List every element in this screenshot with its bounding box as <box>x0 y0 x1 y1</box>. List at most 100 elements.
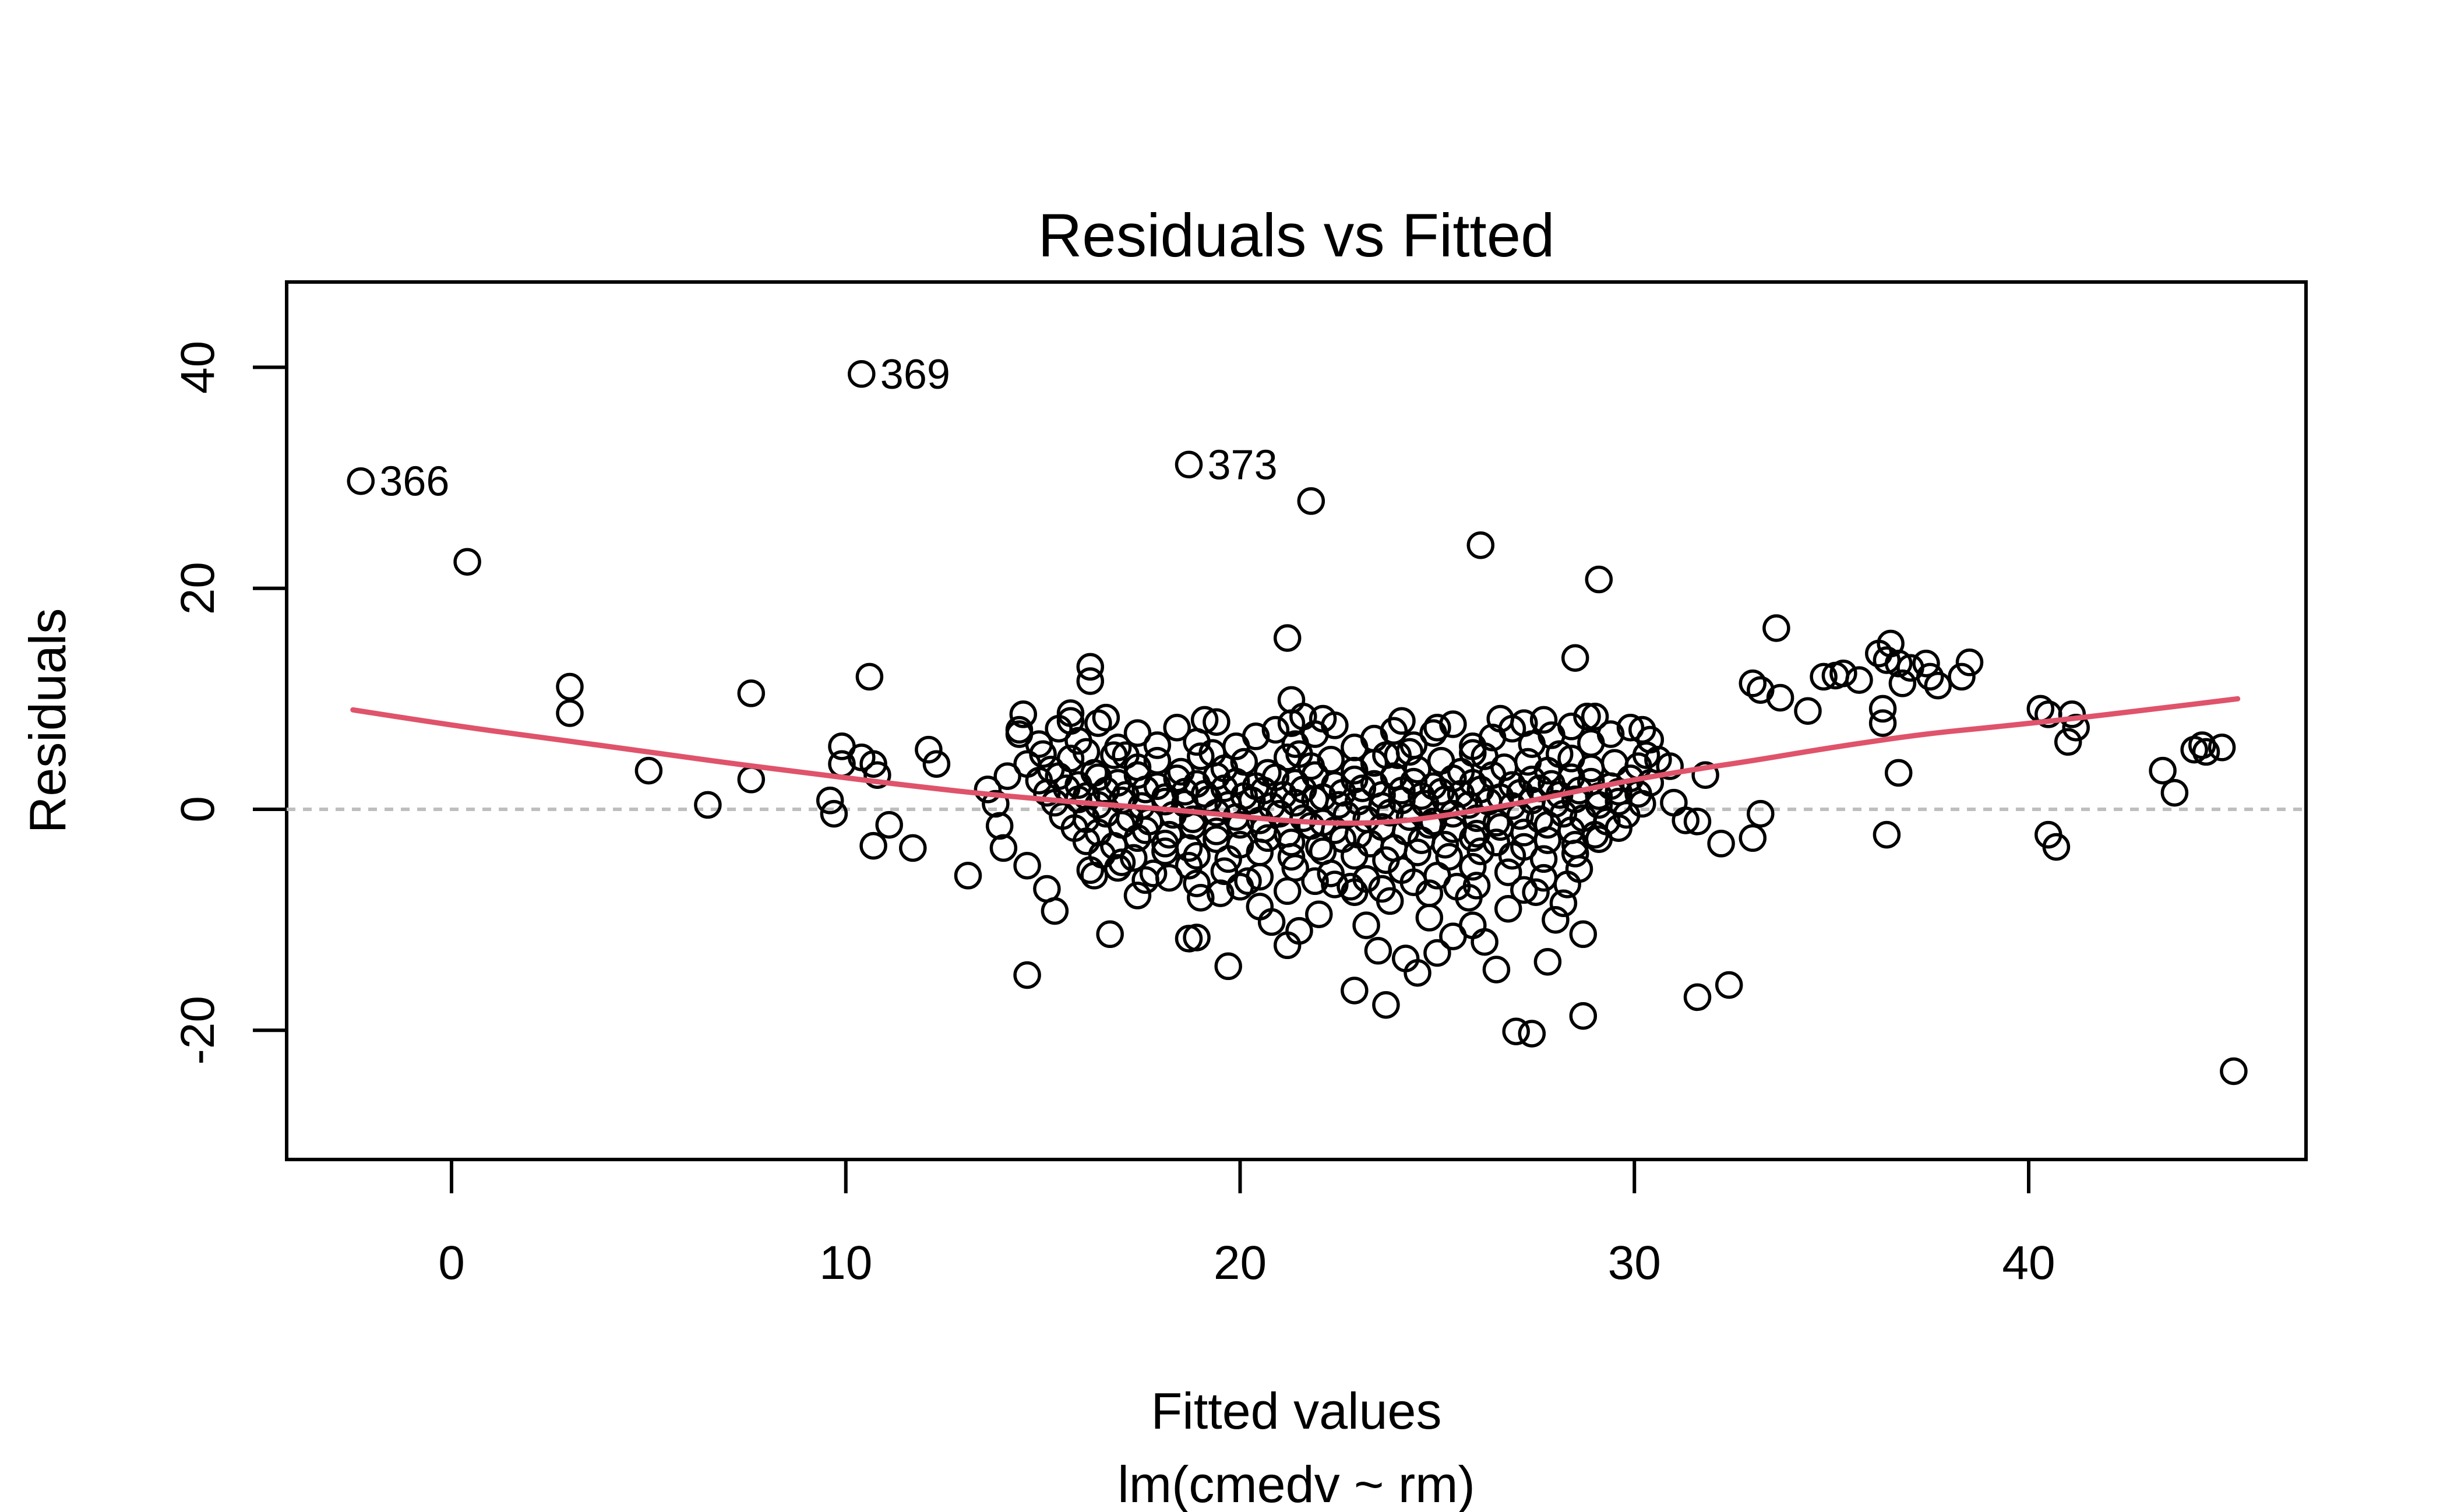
scatter-point <box>2220 1057 2248 1085</box>
scatter-point <box>1569 1002 1598 1030</box>
scatter-point <box>2042 833 2071 861</box>
scatter-point <box>1364 937 1392 965</box>
scatter-point <box>859 831 887 860</box>
scatter-point <box>1561 840 1589 868</box>
scatter-point <box>1486 704 1514 733</box>
scatter-point <box>1632 741 1660 769</box>
scatter-point <box>737 766 766 794</box>
x-tick-label: 10 <box>819 1236 872 1289</box>
scatter-point <box>1533 826 1562 854</box>
scatter-point <box>1616 713 1645 742</box>
scatter-point <box>737 679 766 707</box>
x-axis-ticks: 0 10 20 30 40 <box>438 1159 2055 1289</box>
scatter-points-layer <box>347 360 2248 1085</box>
scatter-point <box>1585 825 1613 853</box>
scatter-point <box>1203 708 1230 736</box>
scatter-point <box>347 467 375 495</box>
scatter-point <box>1175 450 1203 479</box>
scatter-point <box>1187 883 1215 912</box>
scatter-point <box>1009 700 1038 728</box>
scatter-point <box>1337 873 1364 901</box>
scatter-point <box>1466 837 1495 865</box>
scatter-point <box>1715 971 1743 999</box>
scatter-point <box>1466 531 1495 559</box>
scatter-point <box>1573 702 1601 731</box>
scatter-point <box>982 790 1010 818</box>
scatter-point <box>1013 961 1041 989</box>
scatter-point <box>1187 742 1215 770</box>
scatter-point <box>816 787 844 815</box>
scatter-point <box>1766 683 1794 712</box>
scatter-point <box>1494 894 1522 923</box>
scatter-point <box>1549 889 1578 917</box>
x-axis-sublabel: lm(cmedv ~ rm) <box>1117 1455 1475 1512</box>
scatter-point <box>1198 739 1226 767</box>
scatter-point <box>1285 740 1313 768</box>
scatter-point <box>1439 710 1467 738</box>
scatter-point <box>1762 614 1790 642</box>
outlier-point-label: 373 <box>1208 442 1278 488</box>
scatter-point <box>1553 870 1581 898</box>
scatter-point <box>1569 920 1598 949</box>
scatter-point <box>1739 669 1767 697</box>
outlier-point-label: 369 <box>880 351 950 398</box>
x-axis-label: Fitted values <box>1151 1382 1442 1440</box>
scatter-point <box>1226 873 1254 901</box>
scatter-point <box>1585 565 1613 594</box>
y-tick-label: 20 <box>171 562 224 615</box>
scatter-point <box>1459 911 1487 939</box>
scatter-point <box>1399 868 1428 896</box>
scatter-point <box>1502 1017 1530 1045</box>
scatter-point <box>1376 798 1404 827</box>
scatter-point <box>1273 743 1302 771</box>
chart-title: Residuals vs Fitted <box>1038 202 1554 270</box>
scatter-point <box>1341 841 1369 870</box>
y-axis-ticks: -20 0 20 40 <box>171 341 287 1065</box>
scatter-point <box>1151 787 1179 816</box>
scatter-point <box>1301 867 1329 896</box>
scatter-point <box>1739 824 1767 852</box>
scatter-point <box>1522 878 1550 906</box>
scatter-point <box>1810 662 1838 691</box>
scatter-point <box>1388 707 1416 735</box>
scatter-point <box>1163 713 1191 742</box>
scatter-point <box>1471 928 1498 956</box>
scatter-point <box>1183 869 1211 897</box>
scatter-point <box>1206 879 1235 907</box>
scatter-point <box>1581 702 1609 731</box>
scatter-point <box>1092 703 1120 732</box>
scatter-point <box>2188 731 2216 759</box>
scatter-point <box>1084 709 1112 737</box>
scatter-point <box>1707 830 1735 858</box>
scatter-point <box>1297 487 1325 515</box>
scatter-point <box>1309 704 1337 733</box>
scatter-point <box>1033 875 1061 903</box>
scatter-point <box>1529 706 1558 734</box>
scatter-point <box>1494 858 1522 886</box>
scatter-point <box>1352 911 1380 939</box>
scatter-point <box>820 799 848 828</box>
scatter-point <box>634 756 663 785</box>
outlier-point-label: 366 <box>379 459 449 505</box>
scatter-point <box>1056 707 1085 735</box>
scatter-point <box>2208 734 2236 762</box>
scatter-point <box>1423 939 1451 967</box>
plot-border <box>285 280 2308 1161</box>
scatter-point <box>453 548 481 576</box>
scatter-point <box>1482 956 1511 984</box>
scatter-point <box>1612 801 1641 829</box>
x-tick-label: 30 <box>1608 1236 1661 1289</box>
scatter-point <box>1510 876 1538 904</box>
scatter-point <box>1924 671 1952 700</box>
scatter-point <box>1183 924 1211 951</box>
scatter-point <box>1533 947 1562 976</box>
y-tick-label: -20 <box>171 996 224 1065</box>
scatter-point <box>1289 702 1317 731</box>
scatter-point <box>1096 920 1124 949</box>
scatter-point <box>985 812 1014 840</box>
scatter-point <box>1462 872 1491 900</box>
x-tick-label: 20 <box>1214 1236 1267 1289</box>
scatter-point <box>1257 908 1286 936</box>
